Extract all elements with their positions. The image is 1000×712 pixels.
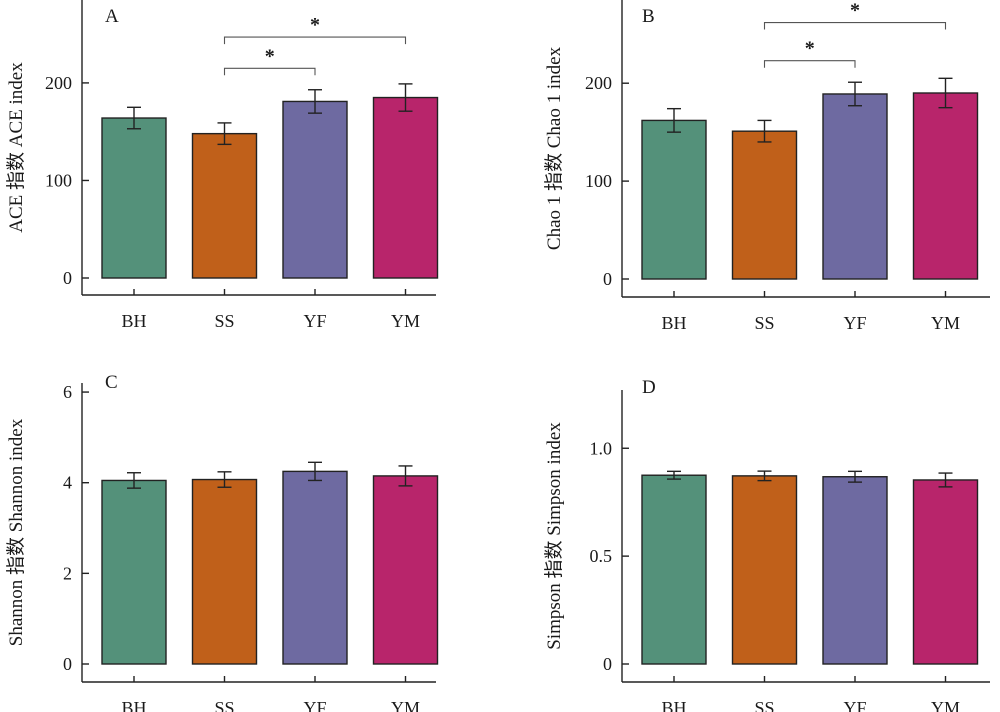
chart-panel-d: 0 0.5 1.0 BH SS YF YM D Simpson 指数 Simpson index (543, 377, 990, 712)
x-tick-label: YM (931, 698, 960, 712)
x-tick-label: BH (121, 698, 146, 712)
x-tick-label: YM (391, 311, 420, 331)
significance-bracket (763, 60, 856, 68)
significance-star: * (850, 0, 860, 22)
panel-label: D (642, 377, 656, 398)
y-tick-label: 100 (45, 170, 72, 190)
bar-ym (912, 479, 979, 665)
bar-bh (641, 119, 707, 280)
x-tick-label: SS (214, 311, 234, 331)
bar-ss (731, 130, 798, 280)
panel-label: C (105, 372, 118, 393)
bar-yf (282, 470, 348, 665)
y-tick-label: 200 (585, 73, 612, 93)
significance-bracket (223, 36, 407, 45)
x-tick-label: BH (661, 313, 686, 333)
y-tick-label: 100 (585, 171, 612, 191)
bar-yf (822, 93, 888, 280)
x-tick-label: YM (391, 698, 420, 712)
significance-bracket (763, 21, 947, 30)
y-axis-title: ACE 指数 ACE index (5, 62, 27, 233)
bar-bh (101, 479, 167, 665)
panel-label: A (105, 6, 119, 27)
significance-star: * (310, 14, 320, 36)
bar-yf (282, 100, 348, 279)
y-tick-label: 2 (63, 563, 72, 583)
chart-panel-c: 0 2 4 6 BH SS YF YM C Shannon 指数 Shannon index (5, 372, 439, 712)
chart-panel-a: 0 100 200 BH SS YF YM * * A ACE 指数 ACE index (5, 0, 439, 331)
x-tick-label: YF (303, 311, 326, 331)
significance-star: * (805, 38, 815, 60)
x-tick-label: BH (661, 698, 686, 712)
y-axis-title: Shannon 指数 Shannon index (5, 418, 27, 646)
y-tick-label: 0 (63, 268, 72, 288)
bar-ss (731, 475, 798, 665)
bar-ym (372, 475, 439, 665)
y-tick-label: 0 (603, 269, 612, 289)
bar-ym (372, 96, 439, 279)
x-tick-label: YF (303, 698, 326, 712)
bar-yf (822, 476, 888, 665)
y-axis-title: Chao 1 指数 Chao 1 index (543, 46, 565, 250)
significance-star: * (265, 45, 275, 67)
x-tick-label: YF (843, 698, 866, 712)
significance-bracket (223, 67, 316, 76)
x-tick-label: YF (843, 313, 866, 333)
y-axis-title: Simpson 指数 Simpson index (543, 422, 565, 650)
y-tick-label: 200 (45, 73, 72, 93)
y-tick-label: 6 (63, 382, 72, 402)
x-tick-label: SS (754, 698, 774, 712)
bar-bh (101, 117, 167, 279)
y-tick-label: 1.0 (590, 438, 613, 458)
chart-panel-b: 0 100 200 BH SS YF YM * * B Chao 1 指数 Chao 1 index (543, 0, 990, 333)
x-tick-label: BH (121, 311, 146, 331)
bar-bh (641, 474, 707, 665)
y-tick-label: 0 (63, 654, 72, 674)
bar-ss (191, 132, 258, 279)
y-tick-label: 4 (63, 473, 72, 493)
x-tick-label: YM (931, 313, 960, 333)
y-tick-label: 0 (603, 654, 612, 674)
y-tick-label: 0.5 (590, 546, 613, 566)
panel-label: B (642, 6, 655, 27)
bar-ss (191, 478, 258, 665)
x-tick-label: SS (214, 698, 234, 712)
bar-ym (912, 92, 979, 280)
x-tick-label: SS (754, 313, 774, 333)
